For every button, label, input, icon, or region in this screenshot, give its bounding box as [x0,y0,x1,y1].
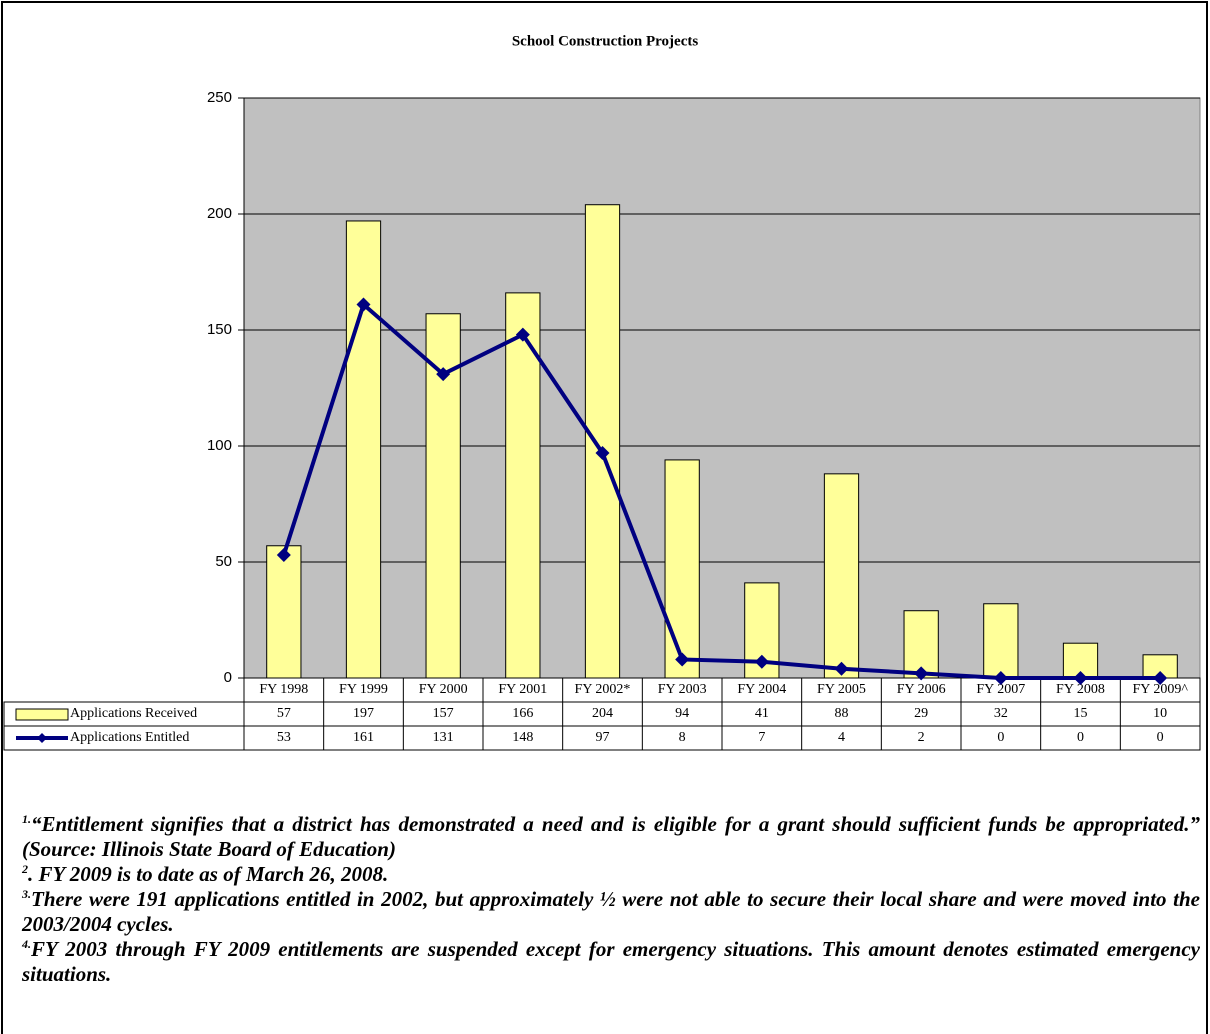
table-value: 88 [835,706,849,721]
legend-label: Applications Entitled [70,730,189,745]
plot-area [243,97,1201,679]
bar [664,459,700,679]
table-value: 15 [1074,706,1088,721]
marker [675,652,690,667]
footnote-text: FY 2003 through FY 2009 entitlements are… [22,937,1200,986]
x-tick-label: FY 2009^ [1132,682,1188,697]
footnote-mark: 4. [22,937,31,951]
table-value: 0 [1077,730,1084,745]
footnote-mark: 2 [22,862,28,876]
legend-label: Applications Received [70,706,197,721]
x-tick-label: FY 2004 [737,682,786,697]
line [281,300,1161,680]
y-tick-label: 200 [207,205,232,222]
footnote: 4.FY 2003 through FY 2009 entitlements a… [22,937,1200,987]
bar [983,603,1019,679]
marker [834,661,849,676]
table-value: 53 [277,730,291,745]
table-value: 57 [277,706,291,721]
table-value: 94 [675,706,689,721]
footnote: 2. FY 2009 is to date as of March 26, 20… [22,862,1200,887]
bar [266,545,302,679]
x-tick-label: FY 1998 [259,682,308,697]
x-tick-label: FY 2001 [498,682,547,697]
bar [345,220,382,679]
table-value: 10 [1153,706,1167,721]
marker [1073,671,1088,685]
x-tick-label: FY 2002* [575,682,631,697]
marker [914,666,929,681]
y-tick-label: 250 [207,89,232,106]
marker [37,733,47,743]
table-value: 131 [433,730,454,745]
marker [356,297,371,312]
table-value: 29 [914,706,928,721]
y-tick-label: 100 [207,437,232,454]
footnote-text: “Entitlement signifies that a district h… [22,812,1200,861]
x-tick-label: FY 2000 [419,682,468,697]
table-value: 41 [755,706,769,721]
table-value: 4 [838,730,845,745]
x-tick-label: FY 2003 [658,682,707,697]
table-value: 32 [994,706,1008,721]
x-tick-label: FY 1999 [339,682,388,697]
table-value: 7 [758,730,765,745]
y-tick-label: 0 [224,669,232,686]
marker [436,367,451,382]
marker [993,671,1008,685]
table-value: 0 [1157,730,1164,745]
bar [823,473,860,679]
footnote: 1.“Entitlement signifies that a district… [22,812,1200,862]
legend-swatch [15,708,69,721]
table-value: 197 [353,706,374,721]
footnote-text: There were 191 applications entitled in … [22,887,1200,936]
chart-title: School Construction Projects [512,33,699,49]
table-value: 166 [512,706,533,721]
marker [754,654,769,669]
footnote-mark: 1. [22,812,31,826]
bar [584,204,621,679]
table-value: 97 [596,730,610,745]
y-tick-label: 150 [207,321,232,338]
table-value: 0 [997,730,1004,745]
x-tick-label: FY 2006 [897,682,946,697]
table-value: 157 [433,706,454,721]
footnote-text: . FY 2009 is to date as of March 26, 200… [28,862,389,886]
footnotes: 1.“Entitlement signifies that a district… [22,812,1200,987]
bar [505,292,541,679]
x-tick-label: FY 2008 [1056,682,1105,697]
table-value: 148 [512,730,533,745]
x-tick-label: FY 2005 [817,682,866,697]
marker [276,548,291,563]
footnote: 3.There were 191 applications entitled i… [22,887,1200,937]
table-value: 161 [353,730,374,745]
footnote-mark: 3. [22,887,31,901]
table-value: 204 [592,706,613,721]
marker [515,327,530,342]
y-tick-label: 50 [215,553,232,570]
marker [1153,671,1168,685]
x-tick-label: FY 2007 [976,682,1025,697]
marker [595,445,610,460]
table-value: 8 [679,730,686,745]
table-value: 2 [918,730,925,745]
